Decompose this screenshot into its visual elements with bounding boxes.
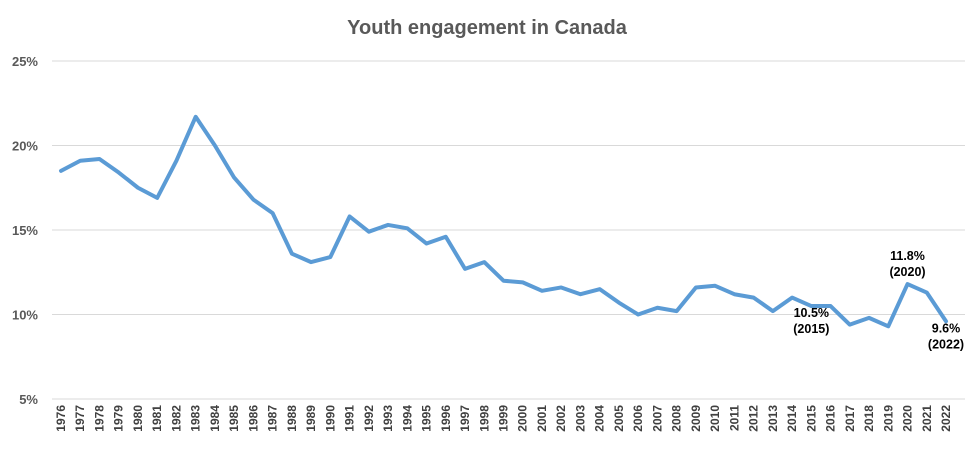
x-tick-label: 1981: [150, 405, 164, 432]
x-tick-label: 2010: [708, 405, 722, 432]
x-tick-label: 1998: [477, 405, 491, 432]
x-tick-label: 2001: [535, 405, 549, 432]
x-tick-label: 2020: [901, 405, 915, 432]
x-tick-label: 1997: [458, 405, 472, 432]
x-tick-label: 1980: [131, 405, 145, 432]
y-tick-label: 15%: [12, 223, 38, 238]
x-tick-label: 2003: [573, 405, 587, 432]
x-tick-label: 2017: [843, 405, 857, 432]
x-tick-label: 1985: [227, 405, 241, 432]
x-tick-label: 1986: [246, 405, 260, 432]
x-tick-label: 1994: [400, 405, 414, 432]
annotation-value-2020: 11.8%: [890, 249, 925, 263]
annotation-value-2015: 10.5%: [794, 306, 829, 320]
x-tick-label: 1983: [189, 405, 203, 432]
x-tick-label: 1989: [304, 405, 318, 432]
x-tick-label: 2012: [747, 405, 761, 432]
x-tick-label: 1990: [323, 405, 337, 432]
x-tick-label: 1984: [208, 405, 222, 432]
annotations: 10.5% (2015) 11.8% (2020) 9.6% (2022): [793, 249, 964, 351]
x-tick-label: 1988: [285, 405, 299, 432]
series-line: [59, 114, 948, 329]
x-tick-label: 2004: [593, 405, 607, 432]
annotation-year-2022: (2022): [928, 337, 964, 351]
x-tick-label: 1996: [439, 405, 453, 432]
gridlines: [52, 60, 965, 400]
x-tick-label: 1999: [497, 405, 511, 432]
x-tick-label: 2016: [824, 405, 838, 432]
x-tick-label: 1993: [381, 405, 395, 432]
x-tick-label: 2015: [804, 405, 818, 432]
y-axis-ticks: 5% 10% 15% 20% 25%: [12, 54, 38, 407]
x-tick-label: 2018: [862, 405, 876, 432]
x-tick-label: 2007: [650, 405, 664, 432]
x-tick-label: 2006: [631, 405, 645, 432]
y-tick-label: 25%: [12, 54, 38, 69]
series-layer: [59, 114, 948, 329]
x-tick-label: 2000: [516, 405, 530, 432]
x-tick-label: 1987: [266, 405, 280, 432]
x-tick-label: 1995: [420, 405, 434, 432]
x-tick-label: 2009: [689, 405, 703, 432]
annotation-value-2022: 9.6%: [932, 321, 961, 335]
chart-title: Youth engagement in Canada: [347, 17, 628, 39]
x-tick-label: 1991: [343, 405, 357, 432]
x-tick-label: 2008: [670, 405, 684, 432]
x-tick-label: 1976: [54, 405, 68, 432]
x-tick-label: 2019: [881, 405, 895, 432]
x-tick-label: 2005: [612, 405, 626, 432]
x-tick-label: 2022: [939, 405, 953, 432]
annotation-year-2015: (2015): [793, 322, 829, 336]
x-tick-label: 1978: [92, 405, 106, 432]
x-tick-label: 2011: [727, 405, 741, 431]
x-tick-label: 1982: [169, 405, 183, 432]
y-tick-label: 5%: [19, 392, 38, 407]
x-tick-label: 1992: [362, 405, 376, 432]
y-tick-label: 10%: [12, 308, 38, 323]
x-tick-label: 2014: [785, 405, 799, 432]
annotation-year-2020: (2020): [889, 265, 925, 279]
x-tick-label: 1977: [73, 405, 87, 432]
x-tick-label: 2013: [766, 405, 780, 432]
x-tick-label: 2021: [920, 405, 934, 432]
x-axis-ticks: 1976 1977 1978 1979 1980 1981 1982 1983 1984 1985…: [54, 405, 953, 432]
x-tick-label: 1979: [112, 405, 126, 432]
x-tick-label: 2002: [554, 405, 568, 432]
y-tick-label: 20%: [12, 139, 38, 154]
